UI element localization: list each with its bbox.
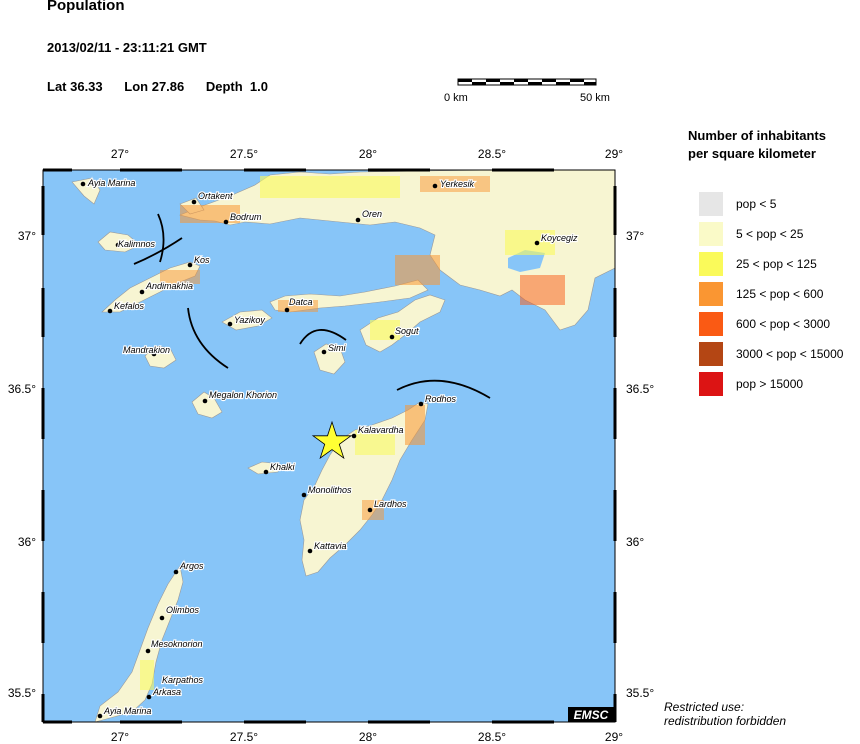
label-ayia-marina-n: Ayia Marina <box>87 178 135 188</box>
lat-tick-left-2: 36° <box>18 535 36 549</box>
lat-tick-left-1: 36.5° <box>8 382 36 396</box>
label-monolithos: Monolithos <box>308 485 352 495</box>
label-simi: Simi <box>328 343 346 353</box>
lon-tick-top-3: 28.5° <box>478 147 506 161</box>
lat-tick-right-0: 37° <box>626 229 644 243</box>
label-mandrakion: Mandrakion <box>123 345 170 355</box>
lon-tick-top-2: 28° <box>359 147 377 161</box>
lon-tick-bottom-4: 29° <box>605 730 623 744</box>
label-lardhos: Lardhos <box>374 499 407 509</box>
lon-tick-bottom-3: 28.5° <box>478 730 506 744</box>
lon-tick-bottom-1: 27.5° <box>230 730 258 744</box>
lon-tick-bottom-2: 28° <box>359 730 377 744</box>
label-kos: Kos <box>194 255 210 265</box>
label-yerkesik: Yerkesik <box>440 179 475 189</box>
label-kalimnos: Kalimnos <box>118 239 156 249</box>
label-yazikoy: Yazikoy <box>234 315 265 325</box>
lon-tick-top-1: 27.5° <box>230 147 258 161</box>
label-koycegiz: Koycegiz <box>541 233 578 243</box>
label-khalki: Khalki <box>270 462 296 472</box>
label-rodhos: Rodhos <box>425 394 457 404</box>
emsc-badge: EMSC <box>574 708 609 722</box>
restricted-line2: redistribution forbidden <box>664 714 786 728</box>
lat-tick-right-1: 36.5° <box>626 382 654 396</box>
lon-tick-bottom-0: 27° <box>111 730 129 744</box>
label-oren: Oren <box>362 209 382 219</box>
lat-tick-right-3: 35.5° <box>626 686 654 700</box>
label-ortakent: Ortakent <box>198 191 233 201</box>
restricted-notice: Restricted use: redistribution forbidden <box>664 700 786 728</box>
lat-tick-left-3: 35.5° <box>8 686 36 700</box>
label-andimakhia: Andimakhia <box>145 281 193 291</box>
lon-tick-top-0: 27° <box>111 147 129 161</box>
label-sogut: Sogut <box>395 326 419 336</box>
lat-tick-right-2: 36° <box>626 535 644 549</box>
label-bodrum: Bodrum <box>230 212 262 222</box>
lon-tick-top-4: 29° <box>605 147 623 161</box>
label-olimbos: Olimbos <box>166 605 200 615</box>
label-datca: Datca <box>289 297 313 307</box>
label-megalon-khorion: Megalon Khorion <box>209 390 277 400</box>
label-arkasa: Arkasa <box>152 687 181 697</box>
label-mesoknorion: Mesoknorion <box>151 639 203 649</box>
label-argos: Argos <box>179 561 204 571</box>
label-ayia-marina-s: Ayia Marina <box>103 706 151 716</box>
label-kefalos: Kefalos <box>114 301 145 311</box>
label-kalavardha: Kalavardha <box>358 425 404 435</box>
label-karpathos: Karpathos <box>162 675 204 685</box>
label-kattavia: Kattavia <box>314 541 347 551</box>
restricted-line1: Restricted use: <box>664 700 786 714</box>
lat-tick-left-0: 37° <box>18 229 36 243</box>
